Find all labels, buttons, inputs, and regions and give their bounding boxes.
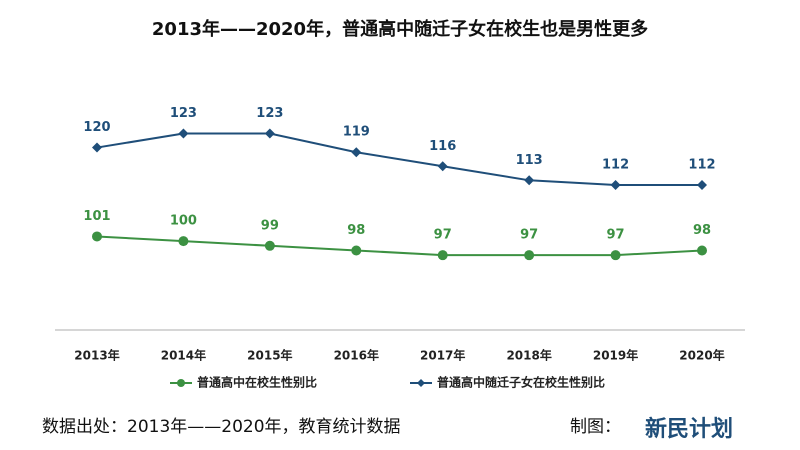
- legend-marker: [177, 379, 185, 387]
- point: [92, 231, 102, 242]
- point: [351, 245, 362, 256]
- legend-marker: [417, 379, 425, 387]
- x-tick-label: 2017年: [420, 348, 465, 363]
- x-tick-label: 2020年: [679, 348, 724, 363]
- data-label: 97: [520, 228, 538, 243]
- data-label: 98: [347, 223, 365, 238]
- point: [437, 250, 448, 261]
- point: [524, 175, 535, 186]
- x-tick-label: 2016年: [334, 348, 379, 363]
- chart-title: 2013年——2020年，普通高中随迁子女在校生也是男性更多: [152, 18, 648, 40]
- series-line: [96, 235, 703, 257]
- legend-label: 普通高中在校生性别比: [197, 375, 317, 390]
- x-tick-label: 2014年: [161, 348, 206, 363]
- data-label: 112: [688, 157, 715, 172]
- data-label: 101: [83, 209, 110, 224]
- legend-label: 普通高中随迁子女在校生性别比: [437, 375, 605, 390]
- x-tick-label: 2015年: [247, 348, 292, 363]
- x-tick-label: 2013年: [74, 348, 119, 363]
- point: [697, 245, 707, 256]
- point: [178, 128, 189, 139]
- data-label: 99: [261, 218, 279, 233]
- series-line: [96, 132, 702, 186]
- point: [264, 128, 275, 139]
- data-label: 116: [429, 139, 456, 154]
- point: [264, 240, 275, 251]
- data-label: 97: [607, 228, 625, 243]
- x-tick-label: 2019年: [593, 348, 638, 363]
- source-note: 数据出处：2013年——2020年，教育统计数据: [42, 417, 401, 437]
- point: [437, 161, 448, 172]
- data-label: 98: [693, 223, 711, 238]
- point: [178, 236, 189, 247]
- point: [610, 179, 621, 190]
- x-tick-label: 2018年: [506, 348, 551, 363]
- data-label: 112: [602, 157, 629, 172]
- data-label: 120: [83, 120, 110, 135]
- data-label: 100: [170, 214, 197, 229]
- point: [524, 250, 535, 261]
- data-label: 123: [170, 106, 197, 121]
- data-label: 123: [256, 106, 283, 121]
- credit-label: 制图：: [570, 417, 621, 437]
- logo: 新民计划: [645, 416, 733, 442]
- point: [92, 142, 102, 153]
- data-label: 119: [343, 125, 370, 140]
- data-label: 113: [516, 153, 543, 168]
- point: [610, 250, 621, 261]
- data-label: 97: [434, 228, 452, 243]
- point: [697, 179, 707, 190]
- point: [351, 147, 362, 158]
